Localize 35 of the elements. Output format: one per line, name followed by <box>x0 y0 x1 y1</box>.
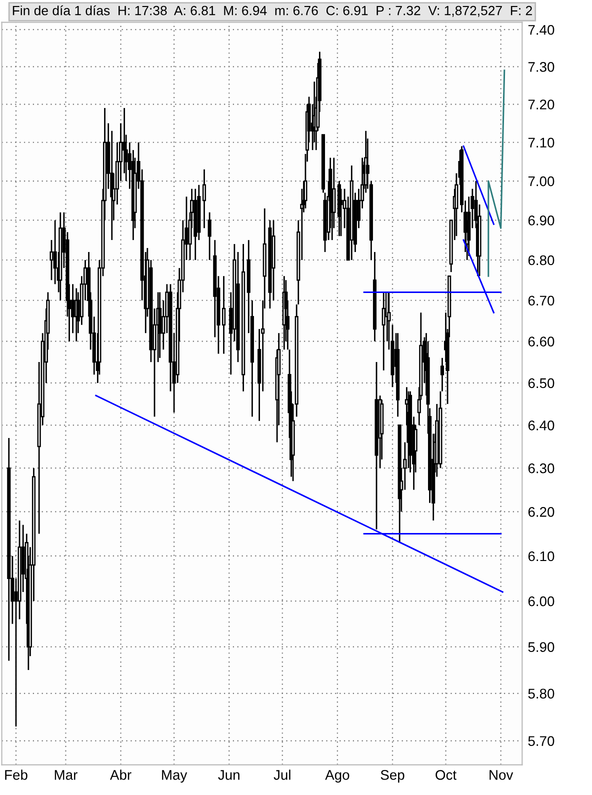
x-tick-label: May <box>162 770 188 783</box>
candlestick <box>440 357 444 392</box>
y-tick-label: 5.80 <box>528 688 554 699</box>
candlestick <box>222 275 226 354</box>
y-tick-label: 7.00 <box>528 176 554 186</box>
y-tick-label: 6.20 <box>528 507 554 517</box>
y-tick-label: 6.10 <box>528 551 554 562</box>
x-tick-label: Mar <box>54 770 78 780</box>
y-tick-label: 5.90 <box>528 642 554 652</box>
y-tick-label: 7.20 <box>528 100 554 110</box>
candlestick <box>50 239 54 281</box>
y-tick-label: 7.40 <box>528 24 554 35</box>
x-tick-label: Jul <box>274 770 290 780</box>
y-tick-label: 7.10 <box>528 138 554 148</box>
x-tick-label: Nov <box>490 770 514 780</box>
x-tick-label: Ago <box>325 770 350 783</box>
y-tick-label: 7.30 <box>528 62 554 72</box>
candlestick <box>208 212 212 261</box>
line-series <box>488 70 506 277</box>
y-tick-label: 6.00 <box>528 596 554 606</box>
x-tick-label: Feb <box>5 770 28 780</box>
y-tick-label: 6.80 <box>528 255 554 266</box>
y-tick-label: 6.30 <box>528 463 554 474</box>
y-tick-label: 6.40 <box>528 420 554 430</box>
y-tick-label: 6.50 <box>528 378 554 388</box>
chart-title: Fin de día 1 días H: 17:38 A: 6.81 M: 6.94 m: 6.76 C: 6.91 P : 7.32 V: 1,872,527 F: 2 <box>12 5 532 17</box>
x-tick-label: Jun <box>218 770 240 780</box>
y-tick-label: 6.90 <box>528 216 554 226</box>
y-tick-label: 6.70 <box>528 296 554 306</box>
x-tick-label: Abr <box>110 770 132 780</box>
x-tick-label: Oct <box>436 770 456 780</box>
y-tick-label: 5.70 <box>528 736 554 746</box>
candlestick <box>202 168 206 229</box>
y-tick-label: 6.60 <box>528 336 554 347</box>
x-tick-label: Sep <box>380 770 404 783</box>
